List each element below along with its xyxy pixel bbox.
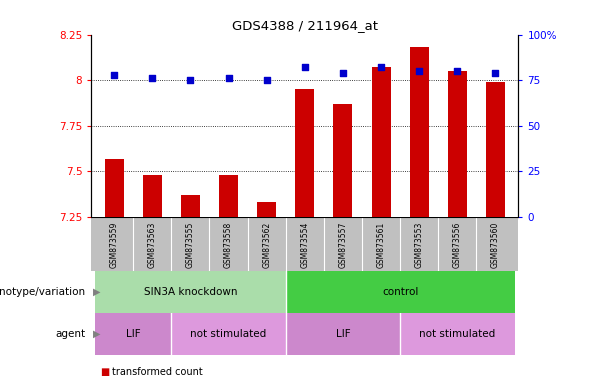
Point bbox=[415, 68, 424, 74]
Text: GSM873554: GSM873554 bbox=[300, 221, 309, 268]
Text: ■: ■ bbox=[100, 367, 110, 377]
Bar bbox=[95, 313, 171, 355]
Point bbox=[186, 77, 195, 83]
Point bbox=[338, 70, 348, 76]
Bar bbox=[257, 202, 276, 217]
Text: not stimulated: not stimulated bbox=[419, 329, 495, 339]
Point bbox=[148, 75, 157, 81]
Text: ▶: ▶ bbox=[92, 329, 100, 339]
Text: GSM873561: GSM873561 bbox=[376, 221, 386, 268]
Text: agent: agent bbox=[55, 329, 85, 339]
Text: GSM873557: GSM873557 bbox=[339, 221, 348, 268]
Bar bbox=[105, 159, 124, 217]
Bar bbox=[486, 82, 505, 217]
Text: GSM873563: GSM873563 bbox=[148, 221, 157, 268]
Text: SIN3A knockdown: SIN3A knockdown bbox=[144, 287, 237, 297]
Point bbox=[262, 77, 272, 83]
Point bbox=[491, 70, 500, 76]
Text: control: control bbox=[382, 287, 418, 297]
Text: LIF: LIF bbox=[126, 329, 141, 339]
Text: LIF: LIF bbox=[336, 329, 350, 339]
Text: GSM873560: GSM873560 bbox=[491, 221, 500, 268]
Bar bbox=[372, 68, 391, 217]
Text: ▶: ▶ bbox=[92, 287, 100, 297]
Bar bbox=[143, 175, 162, 217]
Title: GDS4388 / 211964_at: GDS4388 / 211964_at bbox=[232, 19, 378, 32]
Bar bbox=[286, 313, 400, 355]
Bar bbox=[333, 104, 352, 217]
Bar bbox=[400, 313, 515, 355]
Bar bbox=[286, 271, 515, 313]
Point bbox=[224, 75, 233, 81]
Text: transformed count: transformed count bbox=[112, 367, 203, 377]
Point bbox=[300, 65, 310, 71]
Bar bbox=[295, 89, 315, 217]
Text: GSM873562: GSM873562 bbox=[262, 221, 271, 268]
Point bbox=[110, 72, 119, 78]
Text: GSM873556: GSM873556 bbox=[453, 221, 462, 268]
Bar bbox=[171, 313, 286, 355]
Text: GSM873553: GSM873553 bbox=[415, 221, 423, 268]
Point bbox=[376, 65, 386, 71]
Bar bbox=[410, 47, 429, 217]
Text: GSM873555: GSM873555 bbox=[186, 221, 195, 268]
Text: genotype/variation: genotype/variation bbox=[0, 287, 85, 297]
Bar bbox=[219, 175, 238, 217]
Bar bbox=[95, 271, 286, 313]
Text: GSM873559: GSM873559 bbox=[110, 221, 118, 268]
Text: GSM873558: GSM873558 bbox=[224, 221, 233, 268]
Bar bbox=[181, 195, 200, 217]
Point bbox=[452, 68, 462, 74]
Bar bbox=[448, 71, 467, 217]
Text: not stimulated: not stimulated bbox=[190, 329, 267, 339]
